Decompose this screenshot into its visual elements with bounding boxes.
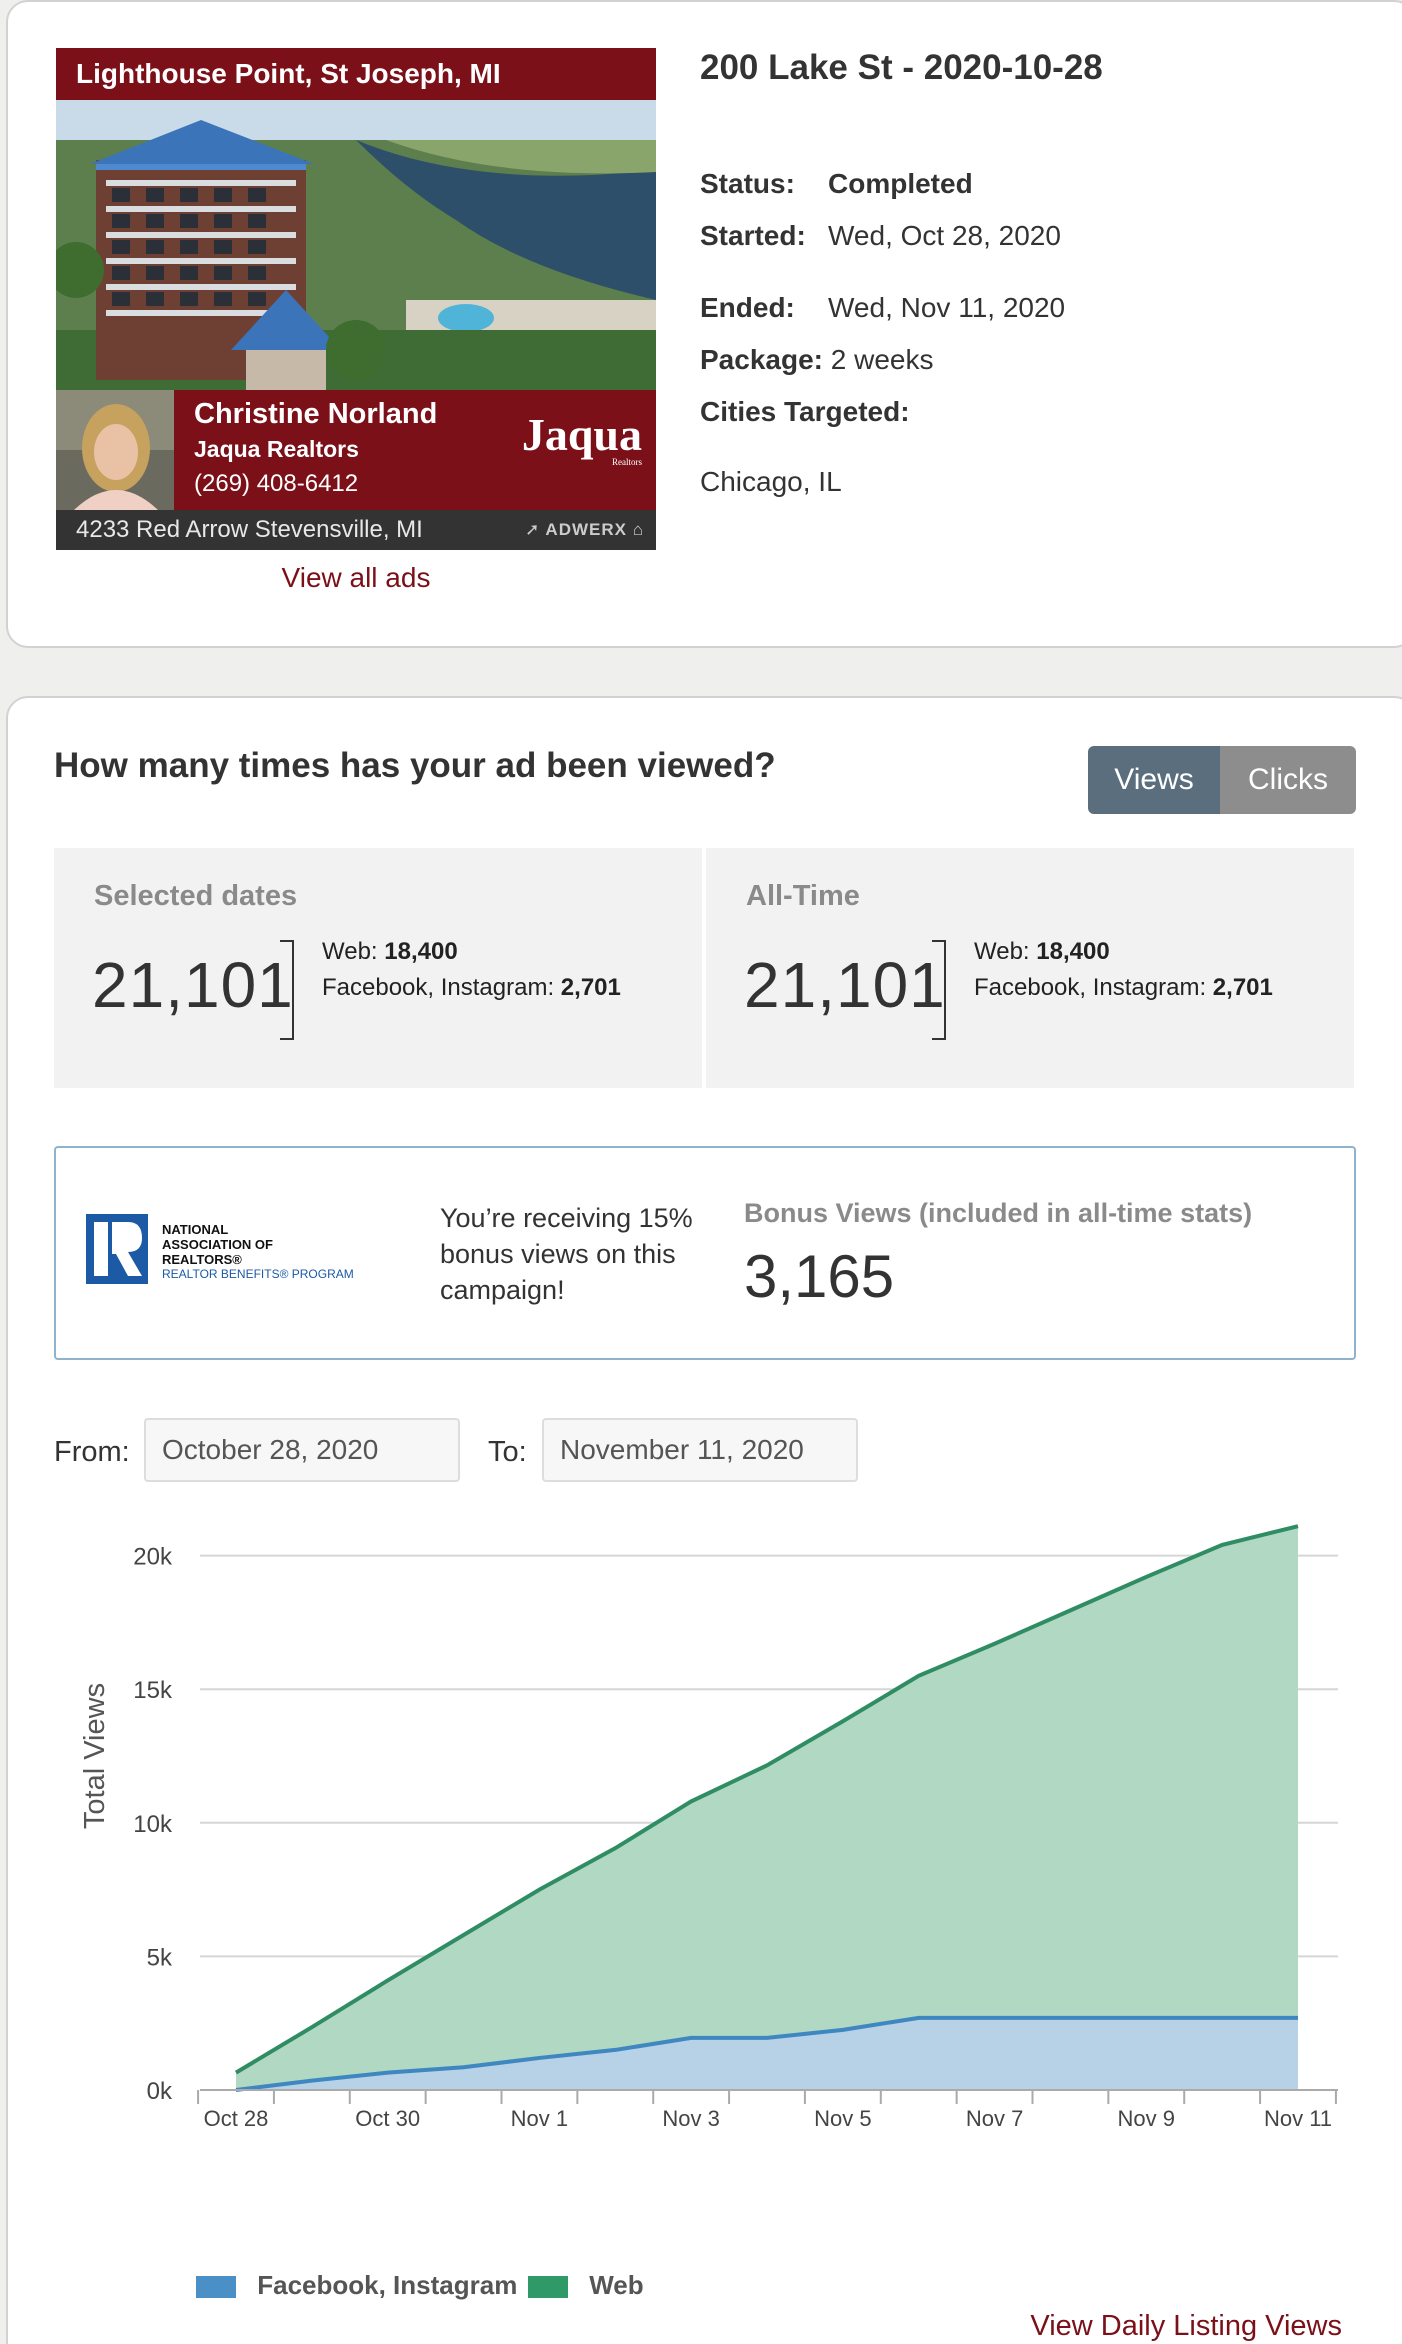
- y-tick-label: 0k: [147, 2078, 173, 2105]
- ended-row: Ended: Wed, Nov 11, 2020: [700, 292, 1065, 324]
- all-time-total: 21,101: [744, 949, 946, 1021]
- legend-web[interactable]: Web: [528, 2270, 644, 2301]
- views-clicks-toggle: Views Clicks: [1088, 746, 1356, 814]
- cities-value: Chicago, IL: [700, 466, 842, 497]
- ad-headline: Lighthouse Point, St Joseph, MI: [56, 48, 656, 100]
- package-row: Package: 2 weeks: [700, 344, 933, 376]
- y-axis-label: Total Views: [79, 1683, 111, 1829]
- legend-swatch-facebook-instagram: [196, 2276, 236, 2299]
- x-tick-label: Nov 3: [662, 2106, 719, 2131]
- web-area: [236, 1526, 1298, 2090]
- stat-bracket: [280, 940, 294, 1040]
- cities-row: Cities Targeted:: [700, 396, 910, 428]
- from-date-input[interactable]: [144, 1418, 460, 1482]
- all-time-web-label: Web:: [974, 938, 1030, 965]
- facebook-instagram-line: [235, 2015, 1298, 2092]
- realtor-logo: NATIONAL ASSOCIATION OF REALTORS® REALTO…: [86, 1214, 354, 1284]
- cities-label: Cities Targeted:: [700, 396, 910, 427]
- started-row: Started: Wed, Oct 28, 2020: [700, 220, 1061, 252]
- bonus-views-label: Bonus Views (included in all-time stats): [744, 1198, 1253, 1228]
- selected-social-label: Facebook, Instagram:: [322, 974, 555, 1001]
- legend-label-facebook-instagram: Facebook, Instagram: [257, 2270, 518, 2300]
- realtor-logo-line2: ASSOCIATION OF: [162, 1237, 273, 1252]
- adwerx-brand-text: ADWERX: [545, 520, 627, 539]
- to-label: To:: [488, 1436, 527, 1468]
- status-value: Completed: [828, 168, 973, 199]
- views-toggle-button[interactable]: Views: [1088, 746, 1220, 814]
- agent-company: Jaqua Realtors: [194, 436, 359, 462]
- all-time-label: All-Time: [746, 880, 860, 912]
- x-tick-label: Nov 1: [511, 2106, 568, 2131]
- bonus-message: You’re receiving 15% bonus views on this…: [440, 1203, 693, 1305]
- x-tick-label: Oct 28: [204, 2106, 269, 2131]
- selected-social-value: 2,701: [560, 974, 621, 1001]
- selected-web-label: Web:: [322, 938, 378, 965]
- y-tick-label: 10k: [133, 1811, 173, 1838]
- package-value: 2 weeks: [830, 344, 934, 375]
- x-tick-label: Nov 7: [966, 2106, 1023, 2131]
- status-label: Status:: [700, 168, 795, 199]
- view-all-ads-link[interactable]: View all ads: [281, 562, 431, 593]
- realtor-logo-program: REALTOR BENEFITS® PROGRAM: [162, 1267, 354, 1281]
- all-time-social-line: Facebook, Instagram: 2,701: [974, 974, 1273, 1002]
- agent-phone: (269) 408-6412: [194, 470, 359, 497]
- to-date-input[interactable]: [542, 1418, 858, 1482]
- x-tick-label: Nov 11: [1264, 2106, 1332, 2131]
- selected-dates-stats: Selected dates 21,101 Web: 18,400 Facebo…: [54, 848, 702, 1088]
- views-question-heading: How many times has your ad been viewed?: [54, 746, 776, 785]
- x-tick-label: Oct 30: [355, 2106, 420, 2131]
- ad-footer: 4233 Red Arrow Stevensville, MI ➚ ADWERX…: [56, 510, 656, 550]
- selected-web-line: Web: 18,400: [322, 938, 458, 966]
- all-time-social-label: Facebook, Instagram:: [974, 974, 1207, 1001]
- selected-dates-total: 21,101: [92, 949, 294, 1021]
- selected-social-line: Facebook, Instagram: 2,701: [322, 974, 621, 1002]
- y-tick-label: 5k: [147, 1944, 173, 1971]
- send-icon: ➚: [525, 520, 541, 539]
- all-time-social-value: 2,701: [1212, 974, 1273, 1001]
- selected-dates-label: Selected dates: [94, 880, 298, 912]
- brokerage-logo-text: Jaqua: [521, 409, 642, 460]
- ad-property-photo: [56, 100, 656, 390]
- y-tick-label: 20k: [133, 1544, 173, 1571]
- bonus-views-panel: NATIONAL ASSOCIATION OF REALTORS® REALTO…: [54, 1146, 1356, 1360]
- legend-label-web: Web: [589, 2270, 644, 2300]
- legend-facebook-instagram[interactable]: Facebook, Instagram: [196, 2270, 517, 2301]
- x-tick-label: Nov 5: [814, 2106, 871, 2131]
- all-time-web-value: 18,400: [1036, 938, 1110, 965]
- clicks-toggle-button[interactable]: Clicks: [1220, 746, 1356, 814]
- agent-photo: [56, 390, 174, 510]
- status-row: Status: Completed: [700, 168, 973, 200]
- view-daily-listing-views-link[interactable]: View Daily Listing Views: [1030, 2310, 1342, 2342]
- x-tick-label: Nov 9: [1118, 2106, 1175, 2131]
- selected-web-value: 18,400: [384, 938, 458, 965]
- agent-name: Christine Norland: [194, 398, 438, 430]
- legend-swatch-web: [528, 2276, 568, 2299]
- campaign-title: 200 Lake St - 2020-10-28: [700, 48, 1103, 87]
- adwerx-badge: ➚ ADWERX ⌂: [525, 510, 644, 550]
- brokerage-logo: Jaqua Realtors: [522, 412, 642, 467]
- all-time-web-line: Web: 18,400: [974, 938, 1110, 966]
- facebook-instagram-area: [236, 2017, 1298, 2090]
- y-tick-label: 15k: [133, 1677, 173, 1704]
- home-icon: ⌂: [632, 520, 644, 539]
- started-value: Wed, Oct 28, 2020: [828, 220, 1061, 251]
- all-time-stats: All-Time 21,101 Web: 18,400 Facebook, In…: [706, 848, 1354, 1088]
- realtor-logo-line1: NATIONAL: [162, 1222, 228, 1237]
- ended-value: Wed, Nov 11, 2020: [828, 292, 1066, 323]
- realtor-logo-line3: REALTORS®: [162, 1252, 242, 1267]
- from-label: From:: [54, 1436, 130, 1468]
- ad-agent-panel: Christine Norland Jaqua Realtors (269) 4…: [56, 390, 656, 510]
- views-card: How many times has your ad been viewed? …: [6, 696, 1402, 2344]
- ended-label: Ended:: [700, 292, 795, 323]
- ad-footer-address: 4233 Red Arrow Stevensville, MI: [76, 516, 423, 543]
- package-label: Package:: [700, 344, 823, 375]
- started-label: Started:: [700, 220, 806, 251]
- stat-bracket: [932, 940, 946, 1040]
- bonus-views-value: 3,165: [744, 1243, 895, 1310]
- campaign-summary-card: Lighthouse Point, St Joseph, MI: [6, 0, 1402, 648]
- web-line: [234, 1524, 1299, 2075]
- brokerage-logo-subtext: Realtors: [612, 457, 642, 467]
- ad-preview-image[interactable]: Lighthouse Point, St Joseph, MI: [56, 48, 656, 550]
